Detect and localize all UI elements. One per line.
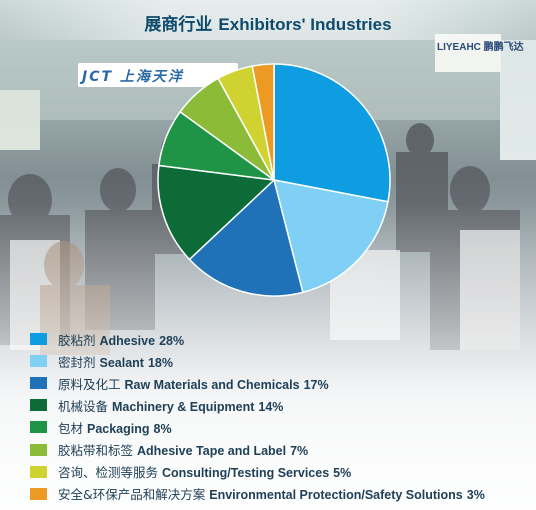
legend-label-zh-0: 胶粘剂 — [58, 332, 100, 348]
exhibitor-sign-right-text: LIYEAHC 鹏鹏飞达 — [437, 42, 524, 53]
legend-label-en-4: Packaging — [86, 421, 150, 436]
legend-item-6: 咨询、检测等服务 Consulting/Testing Services 5% — [30, 461, 485, 483]
legend-item-4: 包材 Packaging 8% — [30, 416, 485, 438]
legend-value-6: 5% — [333, 466, 352, 481]
legend-label-zh-5: 胶粘带和标签 — [58, 443, 137, 459]
legend-value-7: 3% — [466, 488, 485, 503]
legend-value-0: 28% — [159, 333, 185, 348]
pie-slice-7 — [251, 63, 275, 181]
legend-item-0: 胶粘剂 Adhesive 28% — [30, 328, 485, 350]
legend-value-5: 7% — [290, 444, 309, 459]
legend-label-en-5: Adhesive Tape and Label — [136, 444, 287, 459]
legend-item-7: 安全&环保产品和解决方案 Environmental Protection/Sa… — [30, 483, 485, 505]
legend-label-en-2: Raw Materials and Chemicals — [124, 377, 300, 392]
legend-label-zh-7: 安全&环保产品和解决方案 — [58, 487, 210, 503]
legend-value-1: 18% — [147, 355, 173, 370]
pie-slice-2 — [188, 178, 304, 297]
legend-value-3: 14% — [258, 399, 284, 414]
chart-title: 展商行业 Exhibitors' Industries — [0, 10, 536, 35]
legend-label-1: 密封剂 Sealant 18% — [58, 352, 173, 371]
title-band — [0, 0, 536, 40]
legend-label-en-6: Consulting/Testing Services — [161, 466, 330, 481]
legend-label-4: 包材 Packaging 8% — [58, 418, 172, 437]
chart-title-zh: 展商行业 — [144, 15, 213, 35]
legend-item-1: 密封剂 Sealant 18% — [30, 350, 485, 372]
legend-label-7: 安全&环保产品和解决方案 Environmental Protection/Sa… — [58, 484, 485, 503]
legend-label-3: 机械设备 Machinery & Equipment 14% — [58, 396, 283, 415]
legend-label-en-3: Machinery & Equipment — [111, 399, 255, 414]
legend-label-5: 胶粘带和标签 Adhesive Tape and Label 7% — [58, 440, 308, 459]
legend-label-0: 胶粘剂 Adhesive 28% — [58, 330, 184, 349]
legend-swatch-6 — [30, 465, 47, 478]
pie-slice-3 — [157, 164, 276, 261]
legend-swatch-3 — [30, 399, 47, 412]
legend-label-2: 原料及化工 Raw Materials and Chemicals 17% — [58, 374, 329, 393]
chart-legend: 胶粘剂 Adhesive 28% 密封剂 Sealant 18% 原料及化工 Raw M… — [30, 328, 485, 505]
legend-item-5: 胶粘带和标签 Adhesive Tape and Label 7% — [30, 438, 485, 460]
legend-swatch-0 — [30, 333, 47, 346]
legend-item-2: 原料及化工 Raw Materials and Chemicals 17% — [30, 372, 485, 394]
legend-label-6: 咨询、检测等服务 Consulting/Testing Services 5% — [58, 462, 351, 481]
legend-swatch-7 — [30, 487, 47, 500]
legend-label-en-1: Sealant — [99, 355, 144, 370]
legend-label-zh-4: 包材 — [58, 420, 87, 436]
legend-swatch-4 — [30, 421, 47, 434]
pie-slice-1 — [272, 179, 389, 294]
legend-value-2: 17% — [303, 377, 329, 392]
legend-item-3: 机械设备 Machinery & Equipment 14% — [30, 394, 485, 416]
legend-label-en-7: Environmental Protection/Safety Solution… — [209, 488, 463, 503]
legend-label-zh-2: 原料及化工 — [58, 376, 125, 392]
legend-value-4: 8% — [153, 421, 172, 436]
legend-swatch-1 — [30, 355, 47, 368]
legend-swatch-2 — [30, 377, 47, 390]
exhibitor-sign-left-text: JCT 上海天洋 — [82, 69, 184, 85]
chart-title-en: Exhibitors' Industries — [218, 15, 392, 34]
legend-label-zh-6: 咨询、检测等服务 — [58, 465, 162, 481]
legend-label-zh-1: 密封剂 — [58, 354, 100, 370]
legend-swatch-5 — [30, 443, 47, 456]
legend-label-zh-3: 机械设备 — [58, 398, 112, 414]
exhibitor-sign-right — [435, 34, 501, 72]
legend-label-en-0: Adhesive — [99, 333, 156, 348]
pie-slice-0 — [273, 63, 391, 203]
